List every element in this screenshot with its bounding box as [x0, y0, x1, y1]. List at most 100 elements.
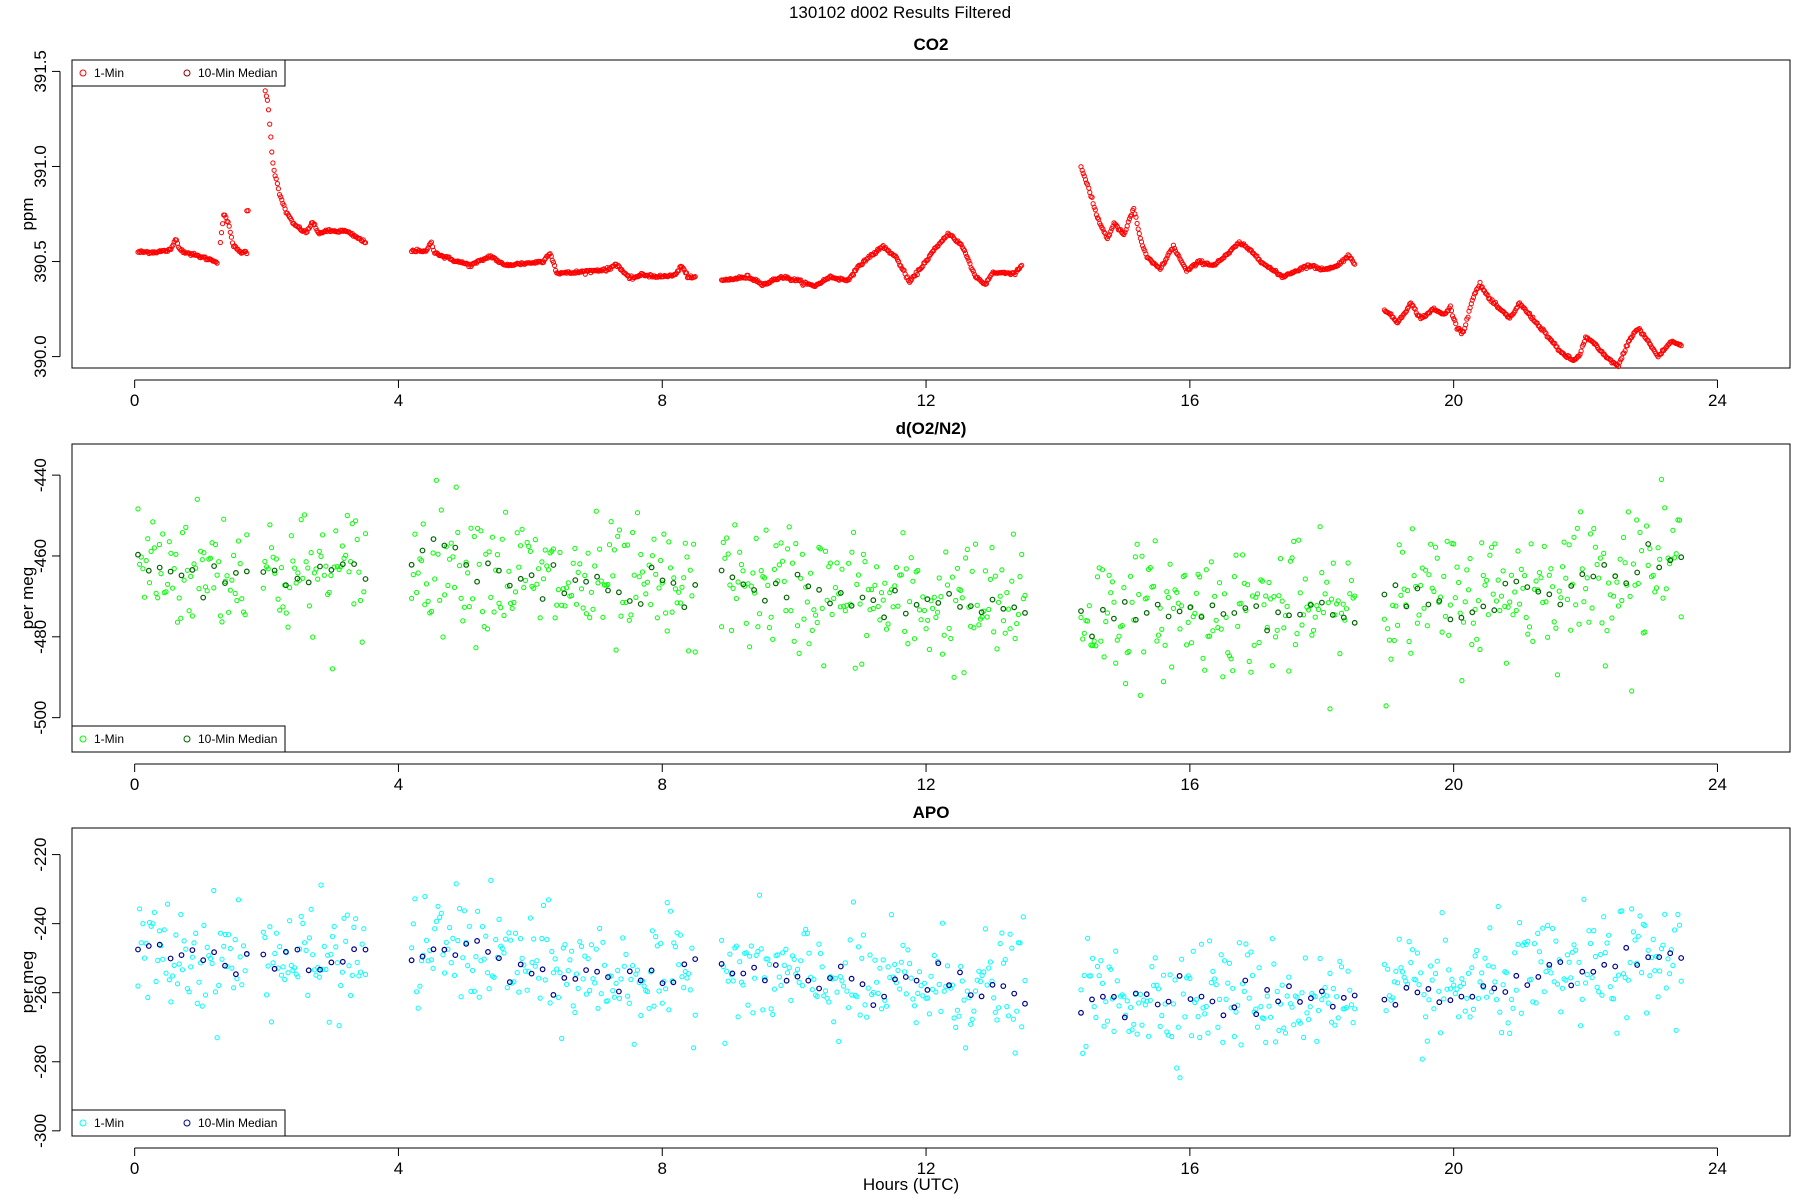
co2-1min-point — [1122, 229, 1128, 235]
o2n2-1min-point — [316, 548, 322, 555]
apo-1min-point — [422, 893, 428, 900]
apo-median-point — [474, 938, 481, 944]
o2n2-1min-point — [892, 583, 898, 589]
o2n2-1min-point — [880, 597, 886, 603]
co2-1min-point — [1352, 261, 1358, 267]
o2n2-median-point — [902, 610, 909, 617]
o2n2-1min-point — [473, 645, 479, 651]
o2n2-1min-point — [865, 587, 871, 593]
o2n2-1min-point — [667, 565, 674, 571]
apo-data-points — [135, 877, 1685, 1081]
apo-median-point — [957, 969, 963, 976]
o2n2-1min-point — [839, 566, 845, 572]
apo-median-point — [1436, 999, 1443, 1006]
apo-1min-point — [1489, 989, 1495, 995]
o2n2-1min-point — [557, 549, 563, 556]
o2n2-1min-point — [181, 577, 187, 583]
co2-1min-point — [214, 260, 220, 266]
apo-1min-point — [992, 1009, 998, 1015]
apo-1min-point — [928, 973, 934, 979]
o2n2-1min-point — [1086, 603, 1092, 609]
o2n2-1min-point — [1312, 614, 1318, 620]
apo-1min-point — [644, 989, 651, 995]
apo-1min-point — [1673, 1027, 1679, 1033]
o2n2-1min-point — [615, 533, 621, 539]
o2n2-1min-point — [610, 573, 616, 579]
apo-1min-point — [1241, 988, 1247, 995]
o2n2-1min-point — [178, 615, 184, 621]
co2-1min-point — [173, 237, 179, 243]
o2n2-1min-point — [1454, 564, 1460, 570]
o2n2-1min-point — [1589, 605, 1595, 611]
apo-1min-point — [265, 963, 271, 969]
o2n2-1min-point — [361, 589, 367, 595]
apo-1min-point — [1660, 942, 1666, 948]
apo-1min-point — [1538, 959, 1544, 965]
o2n2-1min-point — [935, 609, 941, 615]
apo-1min-point — [204, 944, 210, 951]
o2n2-median-point — [1011, 604, 1018, 611]
apo-1min-point — [1449, 976, 1455, 983]
co2-1min-point — [1430, 306, 1436, 312]
apo-median-point — [178, 952, 185, 958]
o2n2-1min-point — [740, 568, 746, 574]
apo-median-point — [1425, 986, 1432, 992]
apo-1min-point — [547, 1000, 553, 1006]
co2-1min-point — [1492, 299, 1499, 305]
o2n2-1min-point — [165, 581, 171, 587]
apo-1min-point — [778, 982, 784, 989]
apo-median-point — [1297, 999, 1303, 1005]
o2n2-1min-point — [1202, 667, 1208, 673]
o2n2-x-axis: 0 4 8 12 16 20 24 — [130, 763, 1727, 794]
apo-1min-point — [183, 946, 189, 952]
apo-1min-point — [1436, 988, 1442, 994]
o2n2-1min-point — [199, 557, 205, 563]
o2n2-1min-point — [1223, 614, 1229, 621]
apo-1min-point — [949, 982, 956, 988]
co2-1min-point — [1201, 260, 1207, 266]
o2n2-y-axis: -500-480-460-440 — [31, 458, 61, 735]
o2n2-1min-point — [226, 609, 232, 615]
o2n2-1min-point — [778, 540, 784, 546]
co2-1min-point — [1617, 359, 1623, 365]
co2-1min-point — [552, 262, 558, 269]
apo-1min-point — [1002, 957, 1008, 963]
apo-median-point — [902, 974, 909, 980]
o2n2-1min-point — [570, 560, 576, 566]
o2n2-1min-point — [1615, 603, 1622, 609]
o2n2-1min-point — [183, 524, 189, 531]
apo-1min-point — [517, 936, 524, 942]
o2n2-1min-point — [1193, 590, 1200, 596]
apo-1min-point — [1172, 977, 1178, 983]
apo-1min-point — [1545, 922, 1551, 929]
o2n2-median-point — [506, 582, 513, 589]
apo-1min-point — [897, 986, 903, 992]
o2n2-1min-point — [173, 551, 179, 557]
apo-1min-point — [471, 988, 477, 994]
o2n2-1min-point — [648, 601, 654, 608]
apo-1min-point — [1510, 1005, 1516, 1011]
apo-1min-point — [1246, 995, 1252, 1001]
o2n2-1min-point — [999, 567, 1005, 573]
o2n2-1min-point — [1503, 660, 1510, 666]
apo-1min-point — [455, 937, 461, 944]
co2-1min-point — [1140, 243, 1146, 249]
apo-1min-point — [179, 967, 186, 973]
o2n2-median-point — [1392, 582, 1399, 589]
apo-1min-point — [536, 975, 542, 981]
apo-1min-point — [1543, 969, 1549, 975]
o2n2-1min-point — [592, 563, 598, 569]
apo-1min-point — [864, 1014, 870, 1020]
o2n2-1min-point — [283, 610, 289, 616]
apo-1min-point — [1459, 976, 1465, 982]
co2-1min-point — [683, 270, 690, 276]
o2n2-1min-point — [310, 634, 316, 640]
o2n2-1min-point — [870, 605, 876, 612]
apo-median-point — [339, 958, 346, 965]
o2n2-median-point — [681, 604, 688, 611]
o2n2-median-point — [283, 582, 289, 589]
o2n2-1min-point — [1157, 605, 1163, 611]
apo-1min-point — [1404, 981, 1411, 987]
co2-1min-point — [1018, 263, 1024, 269]
co2-1min-point — [981, 280, 987, 286]
